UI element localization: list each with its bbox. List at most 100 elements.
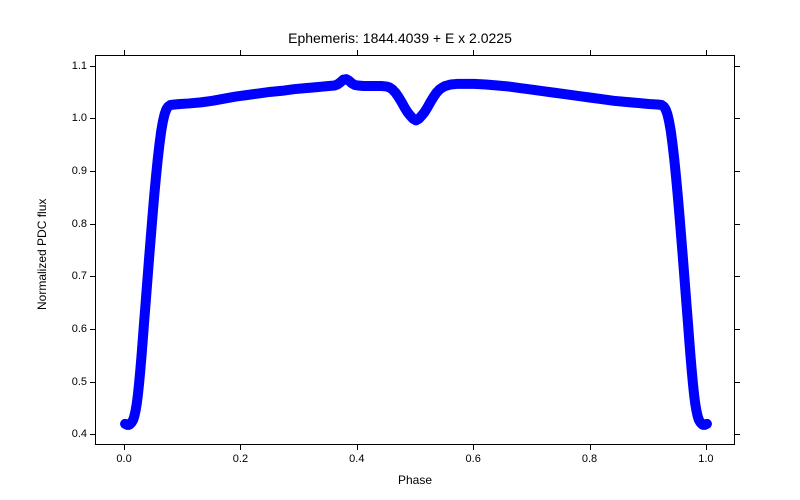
y-tick-label: 0.7 [63, 270, 87, 282]
x-tick-label: 0.2 [233, 453, 248, 465]
data-point [147, 258, 151, 262]
data-point [380, 86, 384, 90]
x-tick-mark [357, 50, 358, 55]
data-point [690, 370, 694, 374]
data-point [150, 215, 154, 219]
data-point [426, 106, 430, 110]
data-point [456, 83, 460, 87]
data-point [688, 355, 692, 359]
y-tick-label: 0.4 [63, 428, 87, 440]
x-tick-mark [590, 50, 591, 55]
data-point [695, 412, 699, 416]
y-tick-mark [90, 171, 95, 172]
x-tick-mark [706, 445, 707, 450]
data-point [566, 93, 570, 97]
data-point [611, 100, 615, 104]
y-tick-mark [90, 66, 95, 67]
data-point [685, 304, 689, 308]
plot-area [95, 55, 735, 445]
y-tick-label: 0.8 [63, 218, 87, 230]
data-point [422, 111, 426, 115]
y-tick-mark [735, 66, 740, 67]
data-point [157, 143, 161, 147]
data-point [656, 104, 660, 108]
data-point [162, 114, 166, 118]
data-point [667, 121, 671, 125]
y-tick-mark [90, 434, 95, 435]
data-point [495, 85, 499, 89]
data-point [148, 238, 152, 242]
data-point [138, 369, 142, 373]
y-tick-mark [735, 118, 740, 119]
data-point [420, 114, 424, 118]
data-point [646, 103, 650, 107]
data-point [154, 174, 158, 178]
data-point [428, 102, 432, 106]
data-point [680, 238, 684, 242]
data-point [394, 91, 398, 95]
y-axis-label: Normalized PDC flux [35, 199, 49, 310]
data-point [687, 342, 691, 346]
data-point [576, 92, 580, 96]
data-point [155, 158, 159, 162]
figure: Ephemeris: 1844.4039 + E x 2.0225 Phase … [0, 0, 800, 500]
data-point [705, 420, 709, 424]
data-point [151, 194, 155, 198]
data-point [280, 87, 284, 91]
data-point [135, 395, 139, 399]
data-point [416, 118, 420, 122]
x-tick-mark [240, 50, 241, 55]
data-point [519, 86, 523, 90]
data-point [233, 96, 237, 100]
data-point [223, 96, 227, 100]
x-tick-label: 0.6 [466, 453, 481, 465]
x-tick-mark [240, 445, 241, 450]
data-point [246, 94, 250, 98]
data-point [408, 116, 412, 120]
y-tick-mark [735, 224, 740, 225]
data-point [139, 354, 143, 358]
data-point [327, 83, 331, 87]
y-tick-mark [735, 171, 740, 172]
data-point [134, 407, 138, 411]
data-point [141, 340, 145, 344]
y-tick-mark [90, 276, 95, 277]
data-point [694, 403, 698, 407]
data-point [144, 303, 148, 307]
y-tick-mark [735, 329, 740, 330]
light-curve-path [125, 79, 707, 425]
data-point [198, 102, 202, 106]
data-point [634, 101, 638, 105]
y-tick-mark [735, 276, 740, 277]
x-tick-mark [124, 50, 125, 55]
data-point [368, 85, 372, 89]
data-point [159, 131, 163, 135]
data-point [362, 85, 366, 89]
data-point [378, 83, 382, 87]
data-point [408, 112, 412, 116]
y-tick-label: 0.9 [63, 165, 87, 177]
data-point [507, 85, 511, 89]
data-point [373, 86, 377, 90]
data-point [671, 143, 675, 147]
data-point [303, 87, 307, 91]
data-point [681, 258, 685, 262]
data-point [683, 280, 687, 284]
data-point [665, 114, 669, 118]
y-tick-mark [90, 329, 95, 330]
data-point [588, 96, 592, 100]
y-tick-label: 0.5 [63, 376, 87, 388]
x-tick-label: 0.4 [349, 453, 364, 465]
data-point [373, 82, 377, 86]
data-point [314, 85, 318, 89]
data-point [168, 102, 172, 106]
data-point [623, 101, 627, 105]
y-tick-mark [90, 118, 95, 119]
y-tick-label: 1.1 [63, 60, 87, 72]
x-tick-label: 1.0 [698, 453, 713, 465]
x-tick-label: 0.8 [582, 453, 597, 465]
data-point [672, 160, 676, 164]
data-point [390, 88, 394, 92]
data-point [357, 81, 361, 85]
data-point [695, 407, 699, 411]
